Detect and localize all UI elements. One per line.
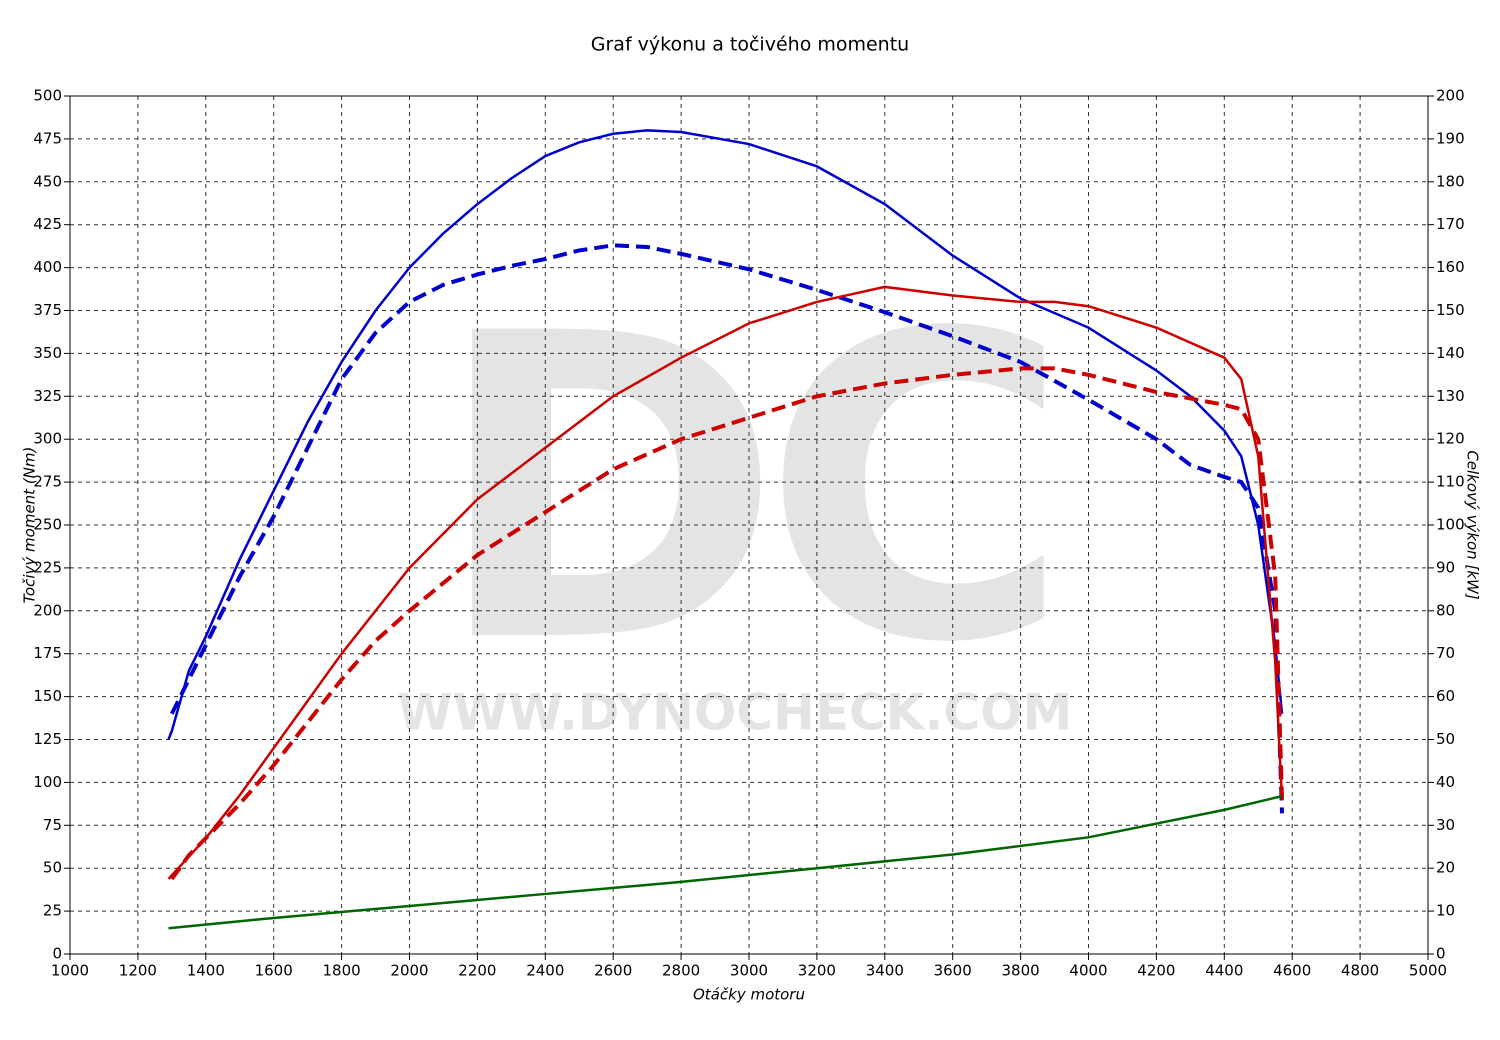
y-tick-label: 475: [33, 129, 62, 147]
watermark-logo: DC: [434, 246, 1051, 735]
y-tick-label: 500: [33, 87, 62, 105]
y2-tick-label: 50: [1436, 730, 1455, 748]
y-tick-label: 350: [33, 344, 62, 362]
y-tick-label: 100: [33, 773, 62, 791]
series-line: [170, 366, 1285, 881]
x-tick-label: 1800: [323, 962, 361, 980]
y2-tick-label: 160: [1436, 258, 1465, 276]
y-tick-label: 450: [33, 172, 62, 190]
x-tick-label: 2800: [662, 962, 700, 980]
y2-tick-label: 70: [1436, 644, 1455, 662]
y2-tick-label: 90: [1436, 558, 1455, 576]
y-tick-label: 325: [33, 387, 62, 405]
y2-tick-label: 10: [1436, 902, 1455, 920]
y2-tick-label: 170: [1436, 215, 1465, 233]
y2-tick-label: 200: [1436, 87, 1465, 105]
x-tick-label: 1200: [119, 962, 157, 980]
y-tick-label: 175: [33, 644, 62, 662]
x-tick-label: 3400: [866, 962, 904, 980]
y-tick-label: 25: [43, 902, 62, 920]
x-tick-label: 3200: [798, 962, 836, 980]
series-line: [167, 129, 1284, 740]
x-tick-label: 4400: [1205, 962, 1243, 980]
x-tick-label: 4000: [1069, 962, 1107, 980]
y2-tick-label: 110: [1436, 473, 1465, 491]
y-tick-label: 200: [33, 601, 62, 619]
y2-tick-label: 40: [1436, 773, 1455, 791]
x-tick-label: 4200: [1137, 962, 1175, 980]
y-tick-label: 225: [33, 558, 62, 576]
y2-tick-label: 0: [1436, 945, 1446, 963]
series-line: [168, 794, 1283, 930]
x-tick-label: 2200: [458, 962, 496, 980]
x-tick-label: 1000: [51, 962, 89, 980]
y-tick-label: 275: [33, 473, 62, 491]
y2-tick-label: 180: [1436, 172, 1465, 190]
plot-frame: [69, 95, 1429, 955]
y-tick-label: 425: [33, 215, 62, 233]
x-tick-label: 3000: [730, 962, 768, 980]
y2-tick-label: 150: [1436, 301, 1465, 319]
y-tick-label: 150: [33, 687, 62, 705]
x-tick-label: 3800: [1002, 962, 1040, 980]
y-tick-label: 300: [33, 430, 62, 448]
x-tick-label: 1600: [255, 962, 293, 980]
x-tick-label: 2400: [526, 962, 564, 980]
y2-tick-label: 60: [1436, 687, 1455, 705]
x-tick-label: 3600: [934, 962, 972, 980]
y2-tick-label: 130: [1436, 387, 1465, 405]
y2-tick-label: 100: [1436, 516, 1465, 534]
chart-title: Graf výkonu a točivého momentu: [591, 34, 909, 56]
y2-tick-label: 20: [1436, 859, 1455, 877]
y-axis-label: Točivý moment (Nm): [21, 447, 39, 604]
y2-tick-label: 190: [1436, 129, 1465, 147]
y-tick-label: 50: [43, 859, 62, 877]
y-tick-label: 400: [33, 258, 62, 276]
y2-tick-label: 140: [1436, 344, 1465, 362]
y2-tick-label: 120: [1436, 430, 1465, 448]
x-tick-label: 5000: [1409, 962, 1447, 980]
y-tick-label: 125: [33, 730, 62, 748]
x-tick-label: 1400: [187, 962, 225, 980]
series-line: [170, 243, 1285, 814]
x-tick-label: 2600: [594, 962, 632, 980]
x-tick-label: 4600: [1273, 962, 1311, 980]
watermark-url: WWW.DYNOCHECK.COM: [398, 684, 1073, 742]
y2-tick-label: 30: [1436, 816, 1455, 834]
series-line: [167, 285, 1284, 880]
y-tick-label: 250: [33, 516, 62, 534]
x-axis-label: Otáčky motoru: [693, 986, 805, 1004]
y-tick-label: 375: [33, 301, 62, 319]
x-tick-label: 4800: [1341, 962, 1379, 980]
y-tick-label: 0: [52, 945, 62, 963]
y2-tick-label: 80: [1436, 601, 1455, 619]
y2-axis-label: Celkový výkon [kW]: [1464, 450, 1482, 600]
y-tick-label: 75: [43, 816, 62, 834]
x-tick-label: 2000: [390, 962, 428, 980]
